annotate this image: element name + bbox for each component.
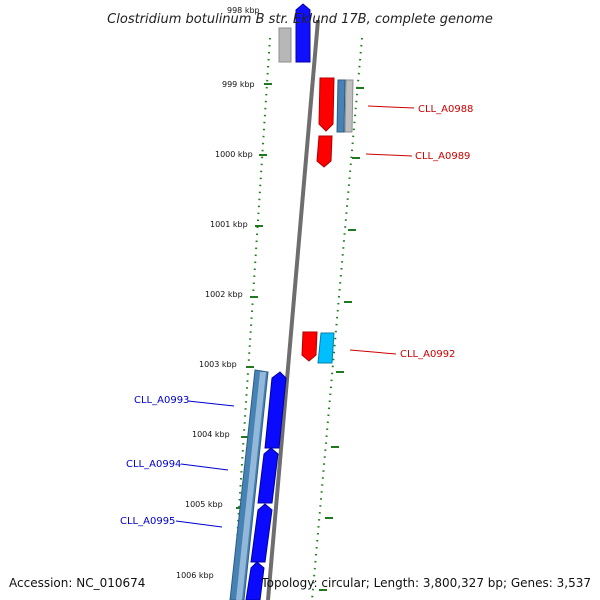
scale-label: 1000 kbp — [215, 150, 253, 159]
gene-forward-light-stripe — [236, 372, 266, 600]
gene-CLL_A0995[interactable] — [250, 503, 273, 563]
gene-CLL_A0994[interactable] — [257, 447, 279, 504]
gene-blue-top — [295, 3, 311, 63]
gene-label-CLL_A0992[interactable]: CLL_A0992 — [400, 349, 455, 360]
gene-bottom-partial[interactable] — [245, 561, 265, 600]
page-title: Clostridium botulinum B str. Eklund 17B,… — [107, 12, 493, 27]
gene-label-CLL_A0989[interactable]: CLL_A0989 — [415, 151, 470, 162]
gene-grey-top — [278, 27, 292, 63]
gene-label-leaders — [175, 105, 415, 528]
scale-label: 1004 kbp — [192, 430, 230, 439]
scale-label: 999 kbp — [222, 80, 255, 89]
scale-label: 1003 kbp — [199, 360, 237, 369]
right-dotted-ruler — [311, 37, 363, 600]
scale-label: 998 kbp — [227, 6, 260, 15]
right-ruler-ticks — [319, 87, 364, 591]
gene-labels[interactable]: CLL_A0988 CLL_A0989 CLL_A0992 CLL_A0993 … — [120, 104, 473, 527]
scale-label: 1001 kbp — [210, 220, 248, 229]
accession-text: Accession: NC_010674 — [9, 576, 145, 590]
scale-label: 1005 kbp — [185, 500, 223, 509]
gene-CLL_A0993[interactable] — [264, 371, 287, 449]
scale-label: 1002 kbp — [205, 290, 243, 299]
gene-label-CLL_A0995[interactable]: CLL_A0995 — [120, 516, 175, 527]
gene-CLL_A0992[interactable] — [301, 331, 335, 364]
gene-label-CLL_A0993[interactable]: CLL_A0993 — [134, 395, 189, 406]
gene-CLL_A0989[interactable] — [316, 135, 333, 168]
top-gene-group[interactable] — [278, 3, 311, 63]
left-dotted-ruler — [232, 37, 271, 600]
gene-label-CLL_A0994[interactable]: CLL_A0994 — [126, 459, 181, 470]
scale-label: 1006 kbp — [176, 571, 214, 580]
gene-CLL_A0988[interactable] — [318, 77, 354, 133]
gene-label-CLL_A0988[interactable]: CLL_A0988 — [418, 104, 473, 115]
topology-text: Topology: circular; Length: 3,800,327 bp… — [260, 576, 591, 590]
genome-backbone — [266, 19, 320, 600]
scale-labels: 998 kbp 999 kbp 1000 kbp 1001 kbp 1002 k… — [176, 6, 260, 580]
